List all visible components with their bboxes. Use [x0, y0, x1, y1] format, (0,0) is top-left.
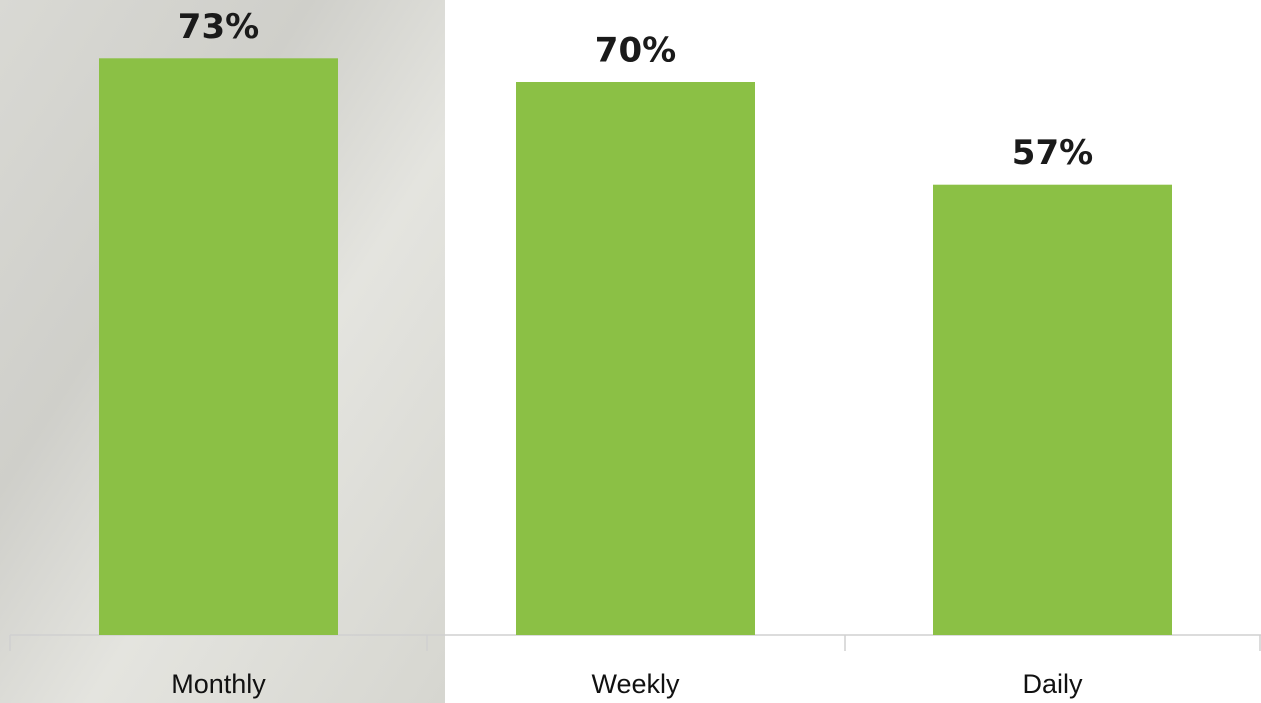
x-tick-label: Monthly	[171, 669, 266, 699]
data-label: 70%	[595, 31, 676, 71]
data-label: 73%	[178, 7, 259, 47]
x-tick-label: Daily	[1022, 669, 1083, 699]
x-tick-label: Weekly	[591, 669, 680, 699]
data-label: 57%	[1012, 133, 1093, 173]
bar	[933, 184, 1172, 635]
bar	[516, 82, 755, 635]
bar	[99, 58, 338, 636]
x-axis-ticks	[9, 635, 1261, 651]
